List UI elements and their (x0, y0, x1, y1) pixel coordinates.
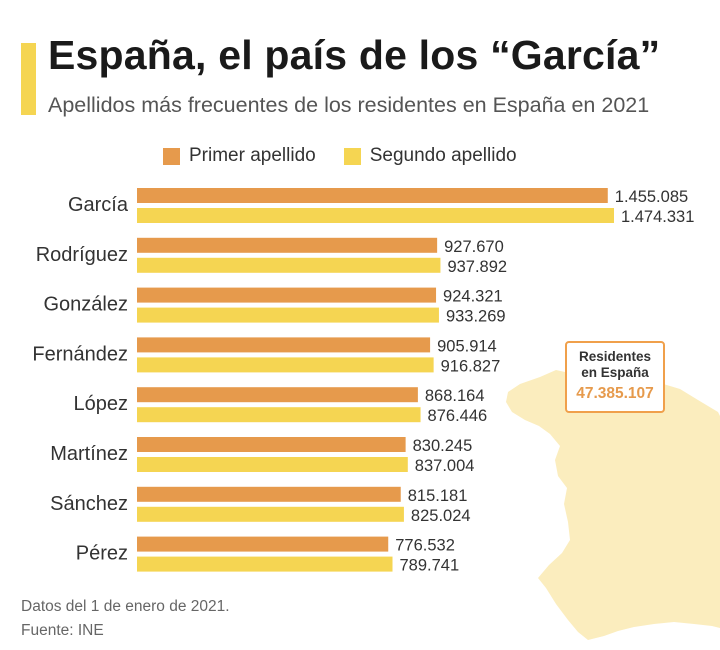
legend-label-segundo: Segundo apellido (369, 145, 517, 166)
bar-value-label: 937.892 (447, 258, 507, 276)
bar-segundo-apellido (137, 457, 408, 472)
bar-segundo-apellido (137, 506, 404, 522)
legend-swatch-segundo (343, 147, 361, 165)
legend-label-primer: Primer apellido (189, 145, 316, 166)
category-label: González (44, 294, 129, 316)
bar-primer-apellido (137, 188, 608, 203)
bar-value-label: 837.004 (415, 457, 475, 475)
bar-primer-apellido (137, 387, 418, 403)
category-label: Fernández (32, 343, 128, 365)
residents-info-box: Residentes en España 47.385.107 (565, 341, 665, 413)
bar-value-label: 868.164 (425, 387, 485, 405)
footer-note: Datos del 1 de enero de 2021. (21, 598, 230, 615)
legend-item-primer: Primer apellido (163, 145, 316, 167)
bar-primer-apellido (137, 237, 438, 253)
bar-value-label: 876.446 (428, 407, 488, 425)
chart-legend: Primer apellido Segundo apellido (163, 145, 545, 167)
bar-segundo-apellido (137, 556, 393, 572)
category-label: Martínez (50, 443, 128, 465)
bar-primer-apellido (137, 337, 431, 353)
footer-source: Fuente: INE (21, 622, 104, 639)
legend-swatch-primer (163, 147, 180, 165)
residents-label: Residentes en España (578, 349, 652, 380)
bar-value-label: 1.455.085 (615, 188, 688, 206)
category-label: Pérez (76, 543, 128, 565)
bar-primer-apellido (137, 437, 406, 452)
footer: Datos del 1 de enero de 2021. Fuente: IN… (21, 595, 230, 643)
category-label: López (74, 393, 129, 415)
bar-segundo-apellido (137, 407, 421, 423)
bar-segundo-apellido (137, 257, 441, 273)
bar-value-label: 815.181 (408, 487, 468, 505)
page-subtitle: Apellidos más frecuentes de los resident… (48, 93, 650, 117)
bar-value-label: 776.532 (395, 537, 455, 555)
bar-value-label: 927.670 (444, 238, 504, 256)
title-accent-bar (21, 43, 36, 115)
bar-value-label: 830.245 (413, 437, 473, 455)
bar-value-label: 789.741 (400, 557, 460, 575)
bar-segundo-apellido (137, 357, 434, 373)
bar-value-label: 916.827 (441, 357, 501, 375)
bar-value-label: 905.914 (437, 337, 497, 355)
bar-primer-apellido (137, 536, 389, 552)
bar-primer-apellido (137, 486, 401, 502)
legend-item-segundo: Segundo apellido (343, 145, 517, 167)
category-label: García (68, 194, 129, 216)
category-label: Sánchez (50, 493, 128, 515)
bar-value-label: 1.474.331 (621, 208, 694, 226)
page-title: España, el país de los “García” (48, 32, 661, 78)
spain-map-icon (506, 370, 720, 640)
bar-segundo-apellido (137, 307, 439, 323)
bar-segundo-apellido (137, 208, 614, 223)
bar-value-label: 933.269 (446, 308, 506, 326)
bar-value-label: 825.024 (411, 507, 471, 525)
bar-value-label: 924.321 (443, 288, 503, 306)
bar-primer-apellido (137, 287, 437, 303)
residents-value: 47.385.107 (576, 385, 654, 402)
category-label: Rodríguez (36, 244, 128, 266)
